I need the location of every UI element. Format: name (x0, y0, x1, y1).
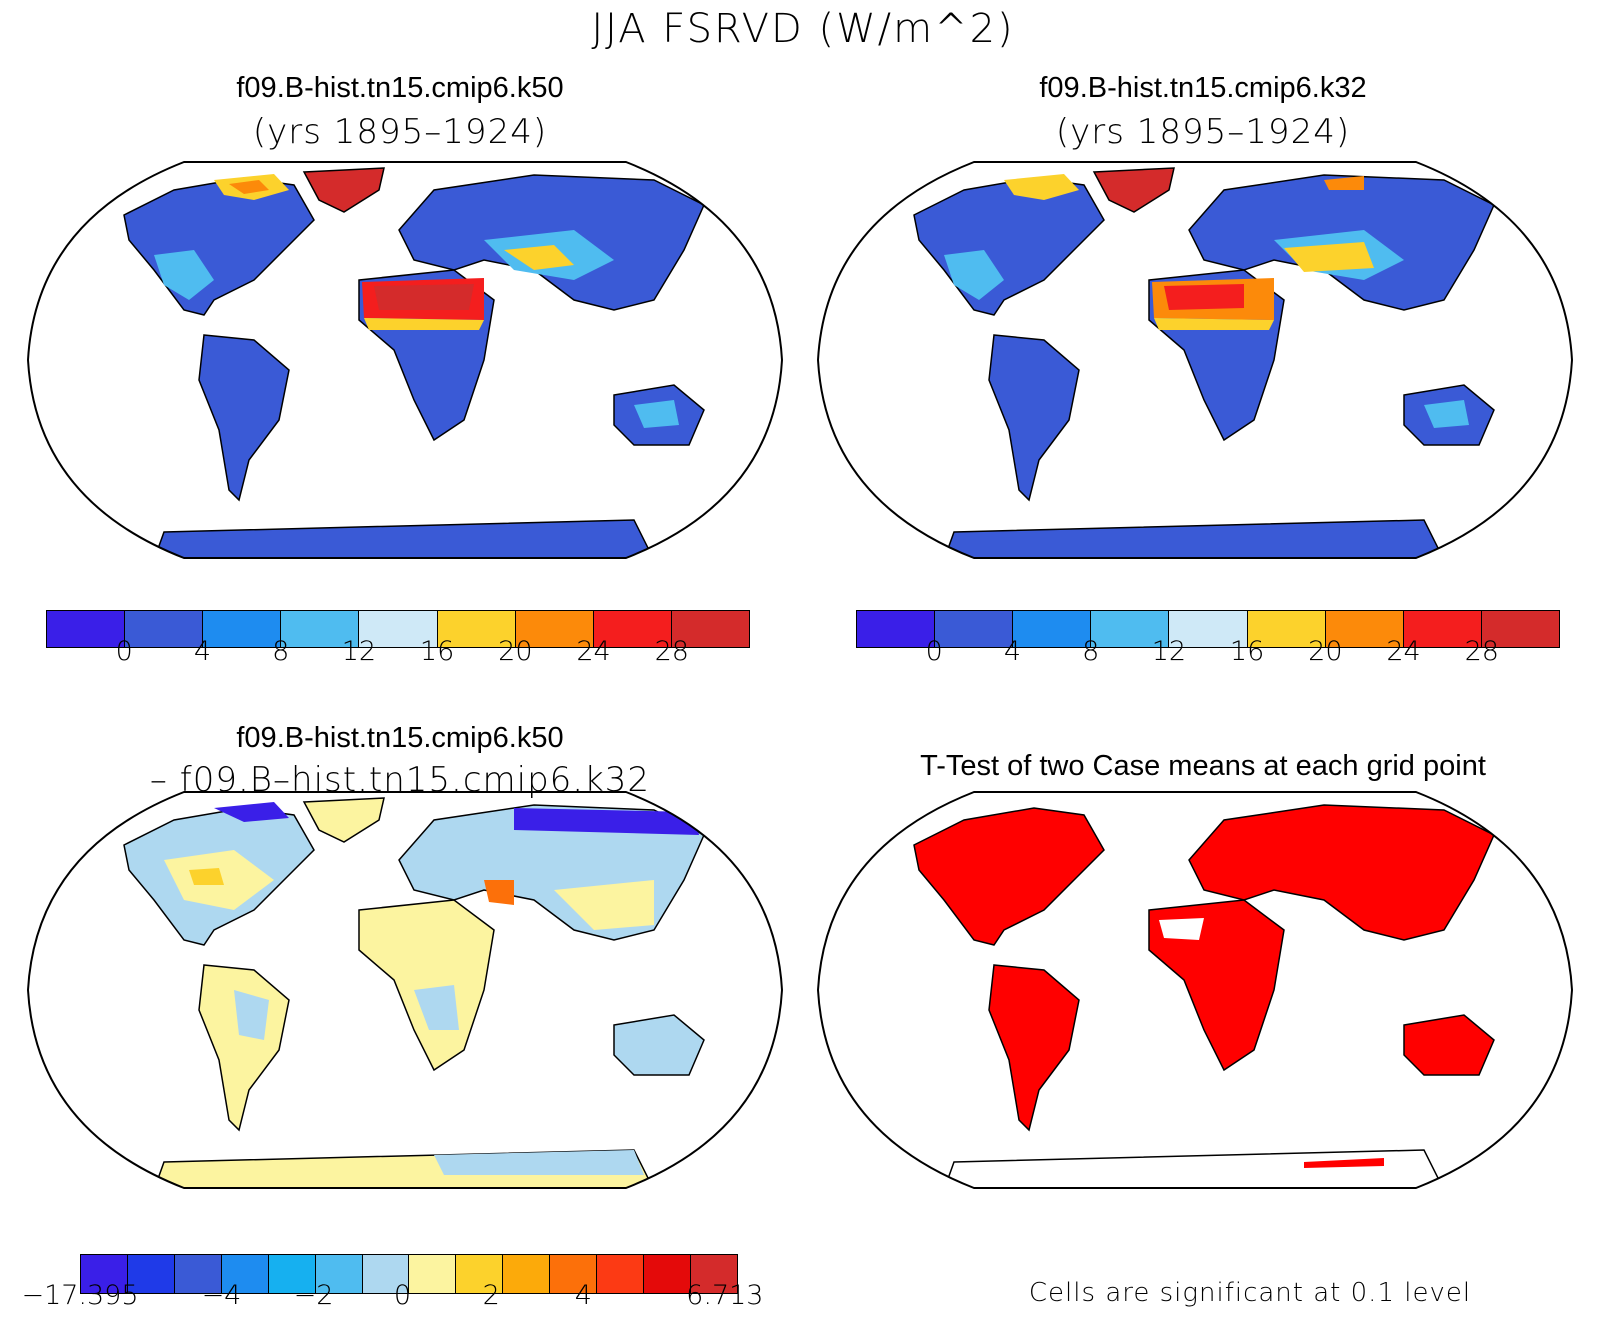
significance-note: Cells are significant at 0.1 level (1028, 1278, 1472, 1308)
colorbar-swatch (127, 1255, 175, 1293)
colorbar-tick-label: 24 (576, 636, 611, 667)
colorbar-tick-label: −2 (293, 1280, 334, 1311)
colorbar-swatch (47, 611, 126, 647)
colorbar-swatch (315, 1255, 363, 1293)
colorbar-swatch (597, 1255, 645, 1293)
colorbar-tick-label: 4 (574, 1280, 592, 1311)
colorbar-tick-label: 4 (193, 636, 212, 667)
colorbar-tick-label: 8 (272, 636, 290, 667)
colorbar-swatch (1325, 611, 1404, 647)
colorbar-tick-label: 0 (393, 1280, 411, 1311)
map-panel4-ttest (816, 791, 1574, 1189)
colorbar-swatch (281, 611, 360, 647)
colorbar-tick-label: 0 (925, 636, 943, 667)
colorbar-tick-label: −4 (201, 1280, 242, 1311)
panel2-title: f09.B-hist.tn15.cmip6.k32 (1039, 72, 1367, 104)
colorbar-swatch (690, 1255, 737, 1293)
colorbar-tick-label: 4 (1003, 636, 1022, 667)
colorbar-tick-label: 28 (1464, 636, 1499, 667)
colorbar-swatch (857, 611, 936, 647)
colorbar-swatch (268, 1255, 316, 1293)
colorbar-panel1 (46, 610, 750, 648)
colorbar-swatch (935, 611, 1014, 647)
colorbar-swatch (550, 1255, 598, 1293)
colorbar-swatch (593, 611, 672, 647)
colorbar-tick-label: 0 (115, 636, 133, 667)
map-panel2 (816, 161, 1574, 559)
colorbar-difference (80, 1254, 738, 1294)
colorbar-panel2 (856, 610, 1560, 648)
colorbar-swatch (1403, 611, 1482, 647)
colorbar-swatch (1481, 611, 1559, 647)
colorbar-swatch (221, 1255, 269, 1293)
colorbar-swatch (503, 1255, 551, 1293)
colorbar-tick-label: 6.713 (686, 1280, 764, 1311)
figure-title: JJA FSRVD (W/m^2) (591, 6, 1015, 52)
colorbar-tick-label: 2 (482, 1280, 500, 1311)
colorbar-swatch (125, 611, 204, 647)
panel1-title: f09.B-hist.tn15.cmip6.k50 (236, 72, 564, 104)
colorbar-tick-label: 12 (341, 636, 377, 667)
panel1-subtitle: (yrs 1895–1924) (252, 112, 548, 152)
colorbar-swatch (515, 611, 594, 647)
colorbar-tick-label: 20 (1308, 636, 1343, 667)
colorbar-swatch (1247, 611, 1326, 647)
colorbar-swatch (362, 1255, 410, 1293)
colorbar-tick-label: 8 (1082, 636, 1100, 667)
map-panel3-difference (26, 791, 784, 1189)
colorbar-tick-label: −17.395 (21, 1280, 139, 1311)
colorbar-swatch (671, 611, 749, 647)
panel3-subtitle: – f09.B–hist.tn15.cmip6.k32 (149, 760, 651, 800)
panel3-title: f09.B-hist.tn15.cmip6.k50 (236, 722, 564, 754)
colorbar-swatch (409, 1255, 457, 1293)
panel4-title: T-Test of two Case means at each grid po… (920, 750, 1486, 782)
colorbar-swatch (174, 1255, 222, 1293)
map-panel1 (26, 161, 784, 559)
colorbar-swatch (1169, 611, 1248, 647)
colorbar-tick-label: 24 (1386, 636, 1421, 667)
colorbar-swatch (437, 611, 516, 647)
colorbar-swatch (203, 611, 282, 647)
colorbar-tick-label: 20 (498, 636, 533, 667)
colorbar-swatch (359, 611, 438, 647)
colorbar-swatch (81, 1255, 128, 1293)
colorbar-swatch (644, 1255, 691, 1293)
panel2-subtitle: (yrs 1895–1924) (1055, 112, 1351, 152)
colorbar-swatch (456, 1255, 504, 1293)
colorbar-swatch (1091, 611, 1170, 647)
colorbar-tick-label: 16 (1229, 636, 1265, 667)
colorbar-tick-label: 16 (419, 636, 455, 667)
colorbar-tick-label: 28 (654, 636, 689, 667)
colorbar-tick-label: 12 (1151, 636, 1187, 667)
colorbar-swatch (1013, 611, 1092, 647)
